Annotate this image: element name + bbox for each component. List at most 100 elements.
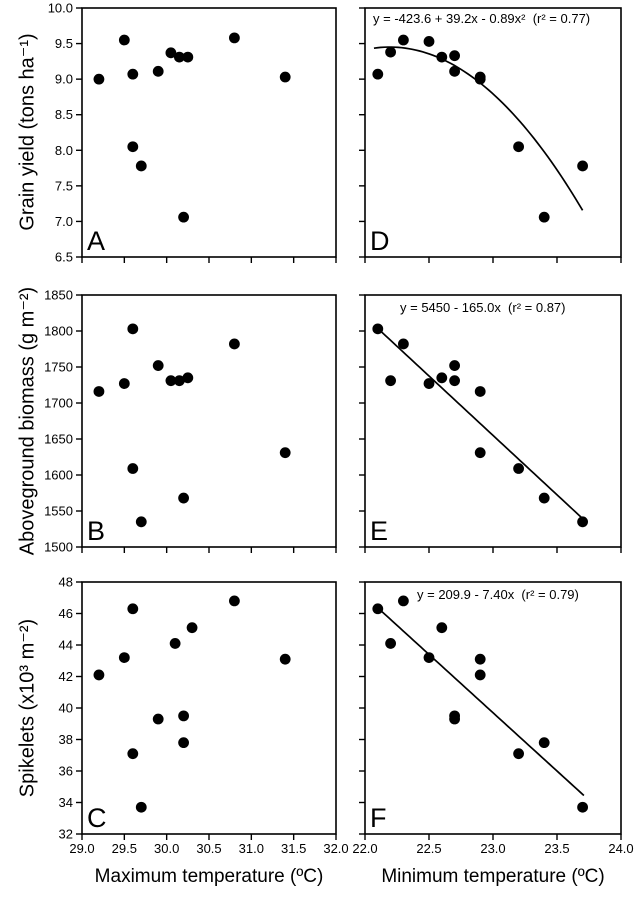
y-tick-label: 8.5 [55,107,73,122]
data-point [538,737,550,749]
data-point [423,652,435,663]
y-tick-label: 1750 [44,360,73,375]
data-point [165,375,177,387]
data-point [474,653,486,665]
data-point [178,492,189,504]
data-point [513,748,524,760]
x-tick-label: 32.0 [323,841,348,856]
plot-area-F: 22.0 22.5 23.0 23.5 24.0 [352,581,634,856]
y-tick-label: 6.5 [55,250,73,265]
data-point [449,360,460,371]
y-tick-label: 32 [59,827,73,842]
data-point [178,710,189,722]
data-point [135,801,147,813]
x-tick-label: 24.0 [608,841,633,856]
panel-letter-D: D [370,226,390,256]
x-axis-title-minimum-temperature: Minimum temperature (ºC) [381,866,605,887]
x-tick-label: 29.5 [112,841,137,856]
y-tick-label: 44 [59,638,73,653]
data-point [398,34,409,46]
data-point [127,68,139,80]
y-tick-label: 38 [59,732,73,747]
data-point [135,516,147,528]
y-tick-label: 1850 [44,288,73,303]
data-point [135,160,147,172]
y-tick-label: 1700 [44,396,73,411]
data-point [398,595,409,607]
y-tick-label: 42 [59,669,73,684]
plot-area-A: 6.5 7.0 7.5 8.0 8.5 9.0 9.5 10.0 [48,1,337,265]
data-point [182,372,194,384]
data-point [449,713,460,725]
plot-area-B: 1500 1550 1600 1650 1700 1750 1800 1850 [44,288,337,555]
data-point [372,68,384,80]
trend-line-D [373,46,584,211]
regression-equation-F: y = 209.9 - 7.40x (r² = 0.79) [417,587,579,602]
panel-letter-C: C [87,803,107,833]
y-tick-label: 10.0 [48,1,73,16]
y-tick-label: 9.0 [55,72,73,87]
plot-area-C: 32 34 36 38 40 42 44 46 48 29.0 29.5 30.0 30.5 31.0 31… [59,575,349,857]
data-point [513,141,524,153]
data-point [229,595,240,607]
panel-frame [81,581,337,835]
y-tick-label: 7.5 [55,178,73,193]
data-point [372,603,384,615]
y-tick-label: 1600 [44,468,73,483]
data-point [118,34,130,46]
data-point [178,211,189,223]
data-point [423,36,435,47]
data-point [279,71,291,83]
data-point [127,323,139,335]
data-point [127,603,139,615]
panel-letter-A: A [87,226,106,256]
data-point [165,47,177,59]
data-point [229,32,240,44]
y-tick-label: 7.0 [55,214,73,229]
x-tick-label: 29.0 [69,841,94,856]
y-tick-label: 8.0 [55,143,73,158]
data-point [93,669,105,681]
panel-letter-F: F [370,803,387,833]
y-axis-title-grain-yield: Grain yield (tons ha⁻¹) [16,33,39,231]
data-point [279,447,291,459]
panel-frame [81,294,337,548]
y-tick-label: 48 [59,575,73,590]
panel-frame [364,294,622,548]
data-point [118,652,130,663]
x-tick-label: 22.5 [416,841,441,856]
plot-area-E [359,294,622,553]
x-tick-label: 30.0 [154,841,179,856]
data-point [474,73,486,85]
panel-B: 1500 1550 1600 1650 1700 1750 1800 1850 B [44,288,337,555]
data-point [182,51,194,63]
plot-area-D [359,7,622,263]
trend-line-E [374,325,584,520]
data-point [173,51,185,63]
y-axis-title-spikelets: Spikelets (x10³ m⁻²) [16,618,39,798]
data-point [449,50,460,62]
data-point [127,748,139,760]
y-tick-label: 1800 [44,324,73,339]
x-tick-label: 31.5 [281,841,306,856]
y-tick-label: 46 [59,606,73,621]
data-point [152,360,164,371]
data-point [385,375,396,387]
x-tick-label: 30.5 [196,841,221,856]
data-point [385,638,396,649]
panel-C: 32 34 36 38 40 42 44 46 48 29.0 29.5 30.0 30.5 31.0 31… [59,575,349,857]
data-point [93,386,105,397]
y-tick-label: 40 [59,701,73,716]
data-point [449,65,460,77]
x-tick-label: 22.0 [352,841,377,856]
y-tick-label: 34 [59,795,73,810]
y-tick-label: 1650 [44,432,73,447]
y-axis-title-aboveground-biomass: Aboveground biomass (g m⁻²) [16,286,39,556]
panel-frame [364,581,622,835]
y-tick-label: 9.5 [55,36,73,51]
data-point [474,386,486,397]
data-point [173,375,185,387]
